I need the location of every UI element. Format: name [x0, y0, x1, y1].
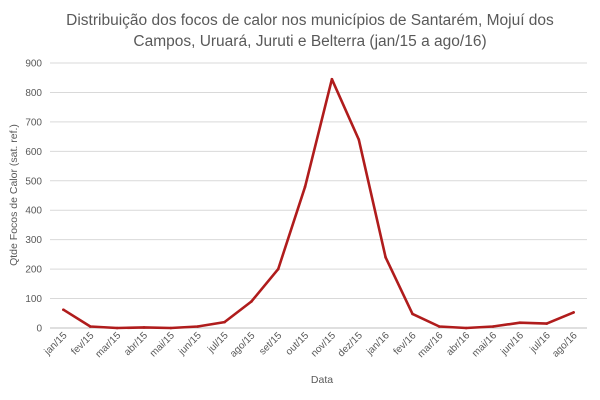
y-tick-label: 500: [25, 176, 42, 187]
y-tick-label: 100: [25, 294, 42, 305]
data-point: [276, 267, 280, 271]
data-point: [518, 321, 522, 325]
data-point: [169, 326, 173, 330]
x-tick-label: abr/16: [444, 330, 472, 358]
x-tick-label: mar/15: [93, 330, 123, 360]
data-point: [250, 300, 253, 303]
y-tick-label: 800: [25, 88, 42, 99]
x-tick-label: jan/15: [42, 330, 70, 358]
y-tick-label: 200: [25, 265, 42, 276]
x-tick-label: nov/15: [309, 330, 338, 359]
x-tick-label: out/15: [284, 330, 312, 358]
x-tick-label: mai/16: [470, 330, 499, 359]
y-tick-label: 300: [25, 235, 42, 246]
data-point: [88, 325, 92, 328]
data-point: [330, 77, 334, 81]
x-tick-label: dez/15: [336, 330, 365, 359]
data-point: [464, 326, 468, 330]
data-point: [223, 320, 226, 324]
data-point: [572, 311, 575, 314]
data-point: [438, 325, 441, 328]
y-tick-label: 900: [25, 59, 42, 70]
data-point: [491, 325, 495, 328]
x-tick-label: mai/15: [148, 330, 177, 359]
y-tick-label: 600: [25, 147, 42, 158]
x-tick-label: mar/16: [416, 330, 446, 360]
y-tick-label: 400: [25, 206, 42, 217]
x-tick-label: abr/15: [122, 330, 150, 358]
y-tick-label: 0: [36, 324, 42, 335]
gridlines: [50, 62, 587, 329]
data-point: [545, 322, 549, 325]
series-line: [62, 77, 575, 330]
x-tick-label: fev/16: [392, 330, 419, 357]
x-tick-label: ago/16: [550, 330, 580, 360]
x-axis-label: Data: [311, 374, 333, 386]
x-tick-label: jun/15: [176, 330, 204, 358]
data-point: [384, 256, 387, 259]
chart-title-line-2: Campos, Uruará, Juruti e Belterra (jan/1…: [133, 33, 486, 50]
y-axis-label: Qtde Focos de Calor (sat. ref.): [8, 124, 20, 266]
data-point: [142, 326, 146, 329]
data-point: [357, 138, 361, 141]
x-tick-label: ago/15: [228, 330, 258, 360]
x-tick-label: set/15: [257, 330, 284, 357]
x-tick-label: fev/15: [69, 330, 96, 357]
series-layer: [62, 77, 575, 330]
data-point: [411, 312, 414, 316]
data-point: [196, 325, 199, 328]
data-point: [115, 326, 119, 330]
x-tick-label: jun/16: [498, 330, 526, 358]
y-axis-ticks: 0 100 200 300 400 500 600 700 800 900: [25, 59, 42, 335]
data-point: [62, 308, 65, 312]
y-tick-label: 700: [25, 117, 42, 128]
data-point: [303, 185, 307, 188]
x-tick-label: jan/16: [364, 330, 392, 358]
chart-title-line-1: Distribuição dos focos de calor nos muni…: [66, 12, 554, 29]
